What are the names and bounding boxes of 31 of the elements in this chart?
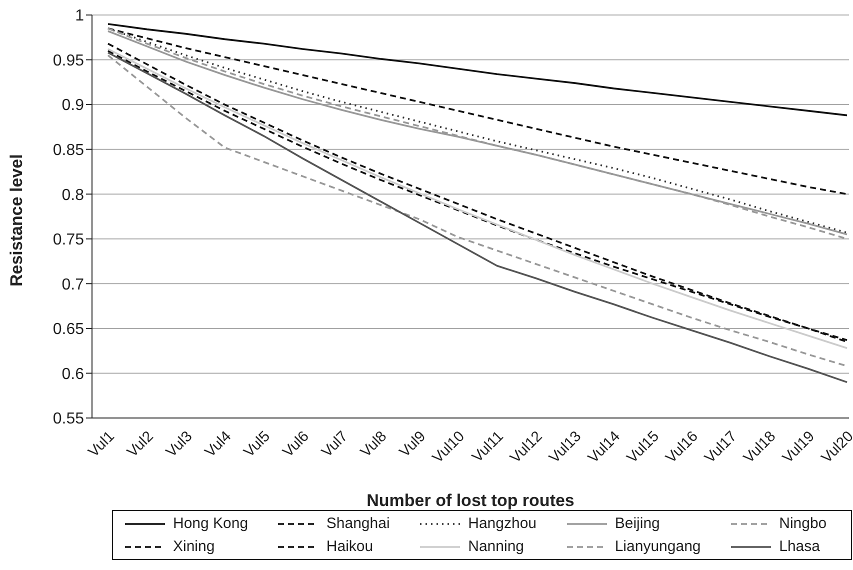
x-axis-title: Number of lost top routes xyxy=(366,491,574,510)
legend-label: Haikou xyxy=(326,538,374,555)
x-tick-label: Vul5 xyxy=(240,428,274,461)
y-tick-label: 0.95 xyxy=(52,52,84,70)
y-tick-label: 0.7 xyxy=(62,276,84,294)
legend-label: Xining xyxy=(173,538,215,555)
legend-label: Lhasa xyxy=(779,538,820,555)
x-tick-label: Vul3 xyxy=(162,428,196,461)
x-tick-label: Vul4 xyxy=(202,428,235,461)
x-tick-label: Vul7 xyxy=(318,428,352,461)
y-tick-label: 0.75 xyxy=(52,232,84,249)
y-tick-label: 0.9 xyxy=(62,97,84,114)
legend-label: Shanghai xyxy=(326,515,390,532)
x-tick-label: Vul2 xyxy=(124,428,157,461)
legend-label: Ningbo xyxy=(779,515,827,532)
legend-label: Nanning xyxy=(468,538,524,555)
legend-label: Hangzhou xyxy=(468,515,537,532)
x-tick-label: Vul8 xyxy=(357,428,390,461)
y-tick-label: 0.55 xyxy=(52,410,84,428)
y-tick-label: 0.8 xyxy=(62,186,84,204)
legend-label: Hong Kong xyxy=(173,515,248,532)
y-axis-title: Resistance level xyxy=(7,154,26,286)
y-tick-label: 1 xyxy=(75,8,84,25)
y-tick-label: 0.65 xyxy=(52,321,84,338)
y-tick-label: 0.85 xyxy=(52,142,84,160)
legend-label: Beijing xyxy=(614,515,660,532)
legend-label: Lianyungang xyxy=(614,538,701,555)
x-tick-label: Vul6 xyxy=(280,428,312,461)
x-tick-label: Vul1 xyxy=(85,428,118,461)
x-tick-label: Vul9 xyxy=(396,428,430,461)
y-tick-label: 0.6 xyxy=(62,366,84,383)
